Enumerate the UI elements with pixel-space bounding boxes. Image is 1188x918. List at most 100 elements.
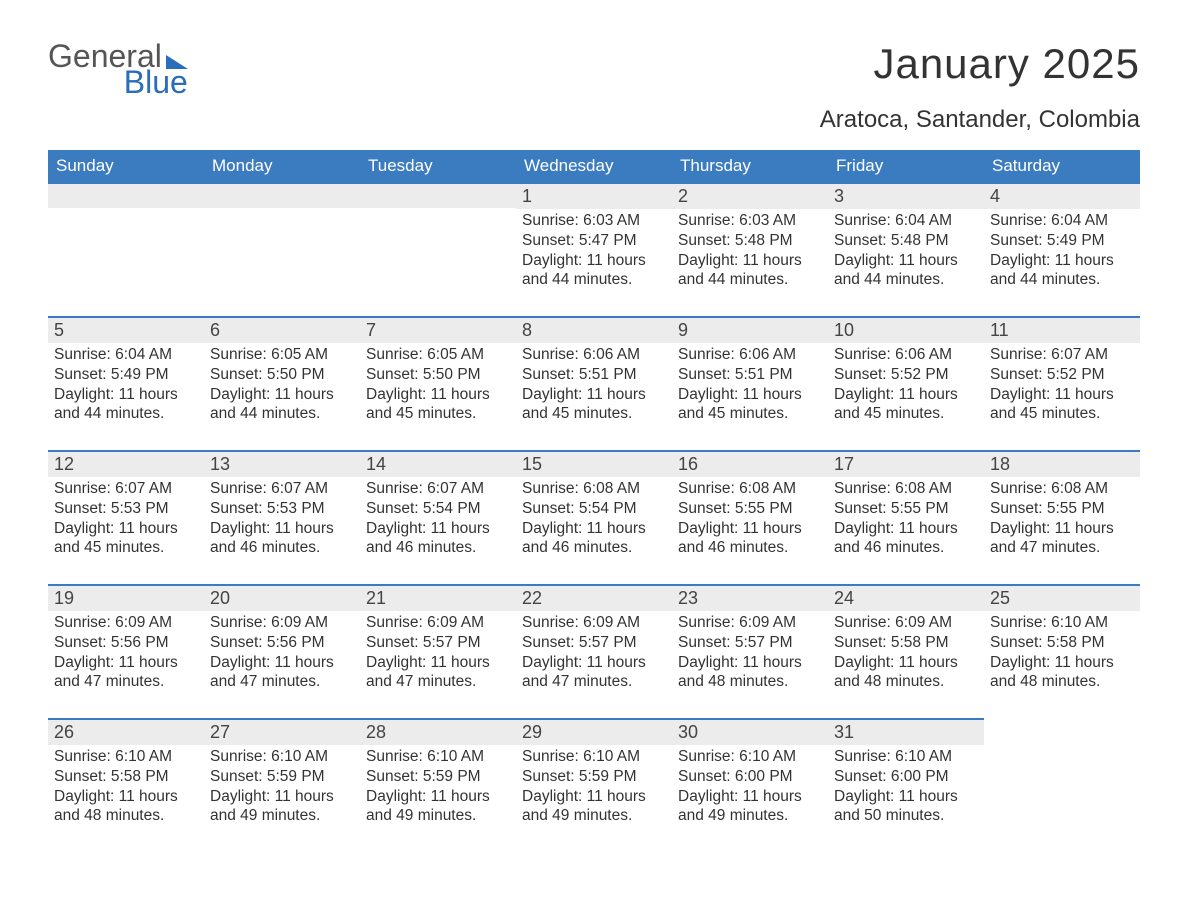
day-number: 16 [672, 450, 828, 477]
sunset-text: Sunset: 5:55 PM [678, 499, 822, 519]
day-body: Sunrise: 6:06 AMSunset: 5:52 PMDaylight:… [828, 343, 984, 430]
day-number: 24 [828, 584, 984, 611]
sunset-text: Sunset: 5:56 PM [54, 633, 198, 653]
sunrise-text: Sunrise: 6:07 AM [990, 345, 1134, 365]
calendar-cell: 26Sunrise: 6:10 AMSunset: 5:58 PMDayligh… [48, 718, 204, 852]
daylight-text: Daylight: 11 hours and 48 minutes. [834, 653, 978, 693]
calendar-cell: 22Sunrise: 6:09 AMSunset: 5:57 PMDayligh… [516, 584, 672, 718]
sunrise-text: Sunrise: 6:05 AM [210, 345, 354, 365]
day-number: 20 [204, 584, 360, 611]
calendar-cell: 30Sunrise: 6:10 AMSunset: 6:00 PMDayligh… [672, 718, 828, 852]
daylight-text: Daylight: 11 hours and 45 minutes. [522, 385, 666, 425]
daylight-text: Daylight: 11 hours and 46 minutes. [678, 519, 822, 559]
title-block: January 2025 Aratoca, Santander, Colombi… [820, 40, 1140, 144]
calendar-cell: 10Sunrise: 6:06 AMSunset: 5:52 PMDayligh… [828, 316, 984, 450]
logo-triangle-icon [166, 55, 188, 69]
calendar-cell [204, 182, 360, 316]
sunset-text: Sunset: 5:51 PM [678, 365, 822, 385]
calendar-cell: 16Sunrise: 6:08 AMSunset: 5:55 PMDayligh… [672, 450, 828, 584]
day-number: 15 [516, 450, 672, 477]
daylight-text: Daylight: 11 hours and 45 minutes. [834, 385, 978, 425]
daylight-text: Daylight: 11 hours and 44 minutes. [990, 251, 1134, 291]
day-number: 29 [516, 718, 672, 745]
sunrise-text: Sunrise: 6:09 AM [522, 613, 666, 633]
weekday-header: Wednesday [516, 150, 672, 182]
daylight-text: Daylight: 11 hours and 49 minutes. [366, 787, 510, 827]
sunrise-text: Sunrise: 6:08 AM [522, 479, 666, 499]
calendar-cell: 2Sunrise: 6:03 AMSunset: 5:48 PMDaylight… [672, 182, 828, 316]
day-body: Sunrise: 6:09 AMSunset: 5:57 PMDaylight:… [672, 611, 828, 698]
calendar-cell: 28Sunrise: 6:10 AMSunset: 5:59 PMDayligh… [360, 718, 516, 852]
sunrise-text: Sunrise: 6:09 AM [834, 613, 978, 633]
logo: General Blue [48, 40, 188, 98]
daylight-text: Daylight: 11 hours and 47 minutes. [54, 653, 198, 693]
daylight-text: Daylight: 11 hours and 49 minutes. [522, 787, 666, 827]
sunrise-text: Sunrise: 6:06 AM [522, 345, 666, 365]
calendar-cell: 4Sunrise: 6:04 AMSunset: 5:49 PMDaylight… [984, 182, 1140, 316]
sunset-text: Sunset: 5:57 PM [678, 633, 822, 653]
sunset-text: Sunset: 5:50 PM [366, 365, 510, 385]
sunrise-text: Sunrise: 6:06 AM [678, 345, 822, 365]
calendar-table: SundayMondayTuesdayWednesdayThursdayFrid… [48, 150, 1140, 852]
day-number: 1 [516, 182, 672, 209]
sunset-text: Sunset: 5:52 PM [834, 365, 978, 385]
day-number: 17 [828, 450, 984, 477]
calendar-week: 26Sunrise: 6:10 AMSunset: 5:58 PMDayligh… [48, 718, 1140, 852]
day-body: Sunrise: 6:04 AMSunset: 5:49 PMDaylight:… [48, 343, 204, 430]
sunrise-text: Sunrise: 6:04 AM [834, 211, 978, 231]
day-number: 3 [828, 182, 984, 209]
sunset-text: Sunset: 5:52 PM [990, 365, 1134, 385]
calendar-cell: 3Sunrise: 6:04 AMSunset: 5:48 PMDaylight… [828, 182, 984, 316]
sunrise-text: Sunrise: 6:09 AM [366, 613, 510, 633]
daylight-text: Daylight: 11 hours and 47 minutes. [210, 653, 354, 693]
calendar-cell: 7Sunrise: 6:05 AMSunset: 5:50 PMDaylight… [360, 316, 516, 450]
day-number: 9 [672, 316, 828, 343]
weekday-header: Thursday [672, 150, 828, 182]
daylight-text: Daylight: 11 hours and 45 minutes. [990, 385, 1134, 425]
calendar-cell: 11Sunrise: 6:07 AMSunset: 5:52 PMDayligh… [984, 316, 1140, 450]
empty-daynum [360, 182, 516, 208]
daylight-text: Daylight: 11 hours and 47 minutes. [990, 519, 1134, 559]
day-body: Sunrise: 6:07 AMSunset: 5:52 PMDaylight:… [984, 343, 1140, 430]
day-number: 18 [984, 450, 1140, 477]
day-number: 26 [48, 718, 204, 745]
sunrise-text: Sunrise: 6:07 AM [54, 479, 198, 499]
day-body [360, 208, 516, 216]
weekday-header: Saturday [984, 150, 1140, 182]
calendar-cell: 14Sunrise: 6:07 AMSunset: 5:54 PMDayligh… [360, 450, 516, 584]
day-body: Sunrise: 6:03 AMSunset: 5:47 PMDaylight:… [516, 209, 672, 296]
sunrise-text: Sunrise: 6:10 AM [834, 747, 978, 767]
sunrise-text: Sunrise: 6:04 AM [990, 211, 1134, 231]
day-number: 4 [984, 182, 1140, 209]
sunset-text: Sunset: 5:58 PM [834, 633, 978, 653]
day-body: Sunrise: 6:07 AMSunset: 5:53 PMDaylight:… [48, 477, 204, 564]
daylight-text: Daylight: 11 hours and 45 minutes. [54, 519, 198, 559]
day-number: 25 [984, 584, 1140, 611]
calendar-cell: 27Sunrise: 6:10 AMSunset: 5:59 PMDayligh… [204, 718, 360, 852]
daylight-text: Daylight: 11 hours and 44 minutes. [834, 251, 978, 291]
calendar-cell: 24Sunrise: 6:09 AMSunset: 5:58 PMDayligh… [828, 584, 984, 718]
day-number: 10 [828, 316, 984, 343]
weekday-header: Sunday [48, 150, 204, 182]
calendar-cell: 17Sunrise: 6:08 AMSunset: 5:55 PMDayligh… [828, 450, 984, 584]
daylight-text: Daylight: 11 hours and 49 minutes. [678, 787, 822, 827]
sunrise-text: Sunrise: 6:05 AM [366, 345, 510, 365]
sunrise-text: Sunrise: 6:09 AM [54, 613, 198, 633]
sunset-text: Sunset: 6:00 PM [834, 767, 978, 787]
sunset-text: Sunset: 5:59 PM [522, 767, 666, 787]
day-body: Sunrise: 6:03 AMSunset: 5:48 PMDaylight:… [672, 209, 828, 296]
day-body: Sunrise: 6:07 AMSunset: 5:54 PMDaylight:… [360, 477, 516, 564]
calendar-week: 5Sunrise: 6:04 AMSunset: 5:49 PMDaylight… [48, 316, 1140, 450]
day-body: Sunrise: 6:08 AMSunset: 5:54 PMDaylight:… [516, 477, 672, 564]
sunset-text: Sunset: 5:59 PM [210, 767, 354, 787]
sunrise-text: Sunrise: 6:07 AM [210, 479, 354, 499]
day-number: 31 [828, 718, 984, 745]
empty-daynum [204, 182, 360, 208]
day-number: 30 [672, 718, 828, 745]
sunrise-text: Sunrise: 6:08 AM [990, 479, 1134, 499]
sunset-text: Sunset: 5:48 PM [834, 231, 978, 251]
day-body: Sunrise: 6:05 AMSunset: 5:50 PMDaylight:… [360, 343, 516, 430]
calendar-cell: 6Sunrise: 6:05 AMSunset: 5:50 PMDaylight… [204, 316, 360, 450]
daylight-text: Daylight: 11 hours and 45 minutes. [678, 385, 822, 425]
daylight-text: Daylight: 11 hours and 44 minutes. [522, 251, 666, 291]
